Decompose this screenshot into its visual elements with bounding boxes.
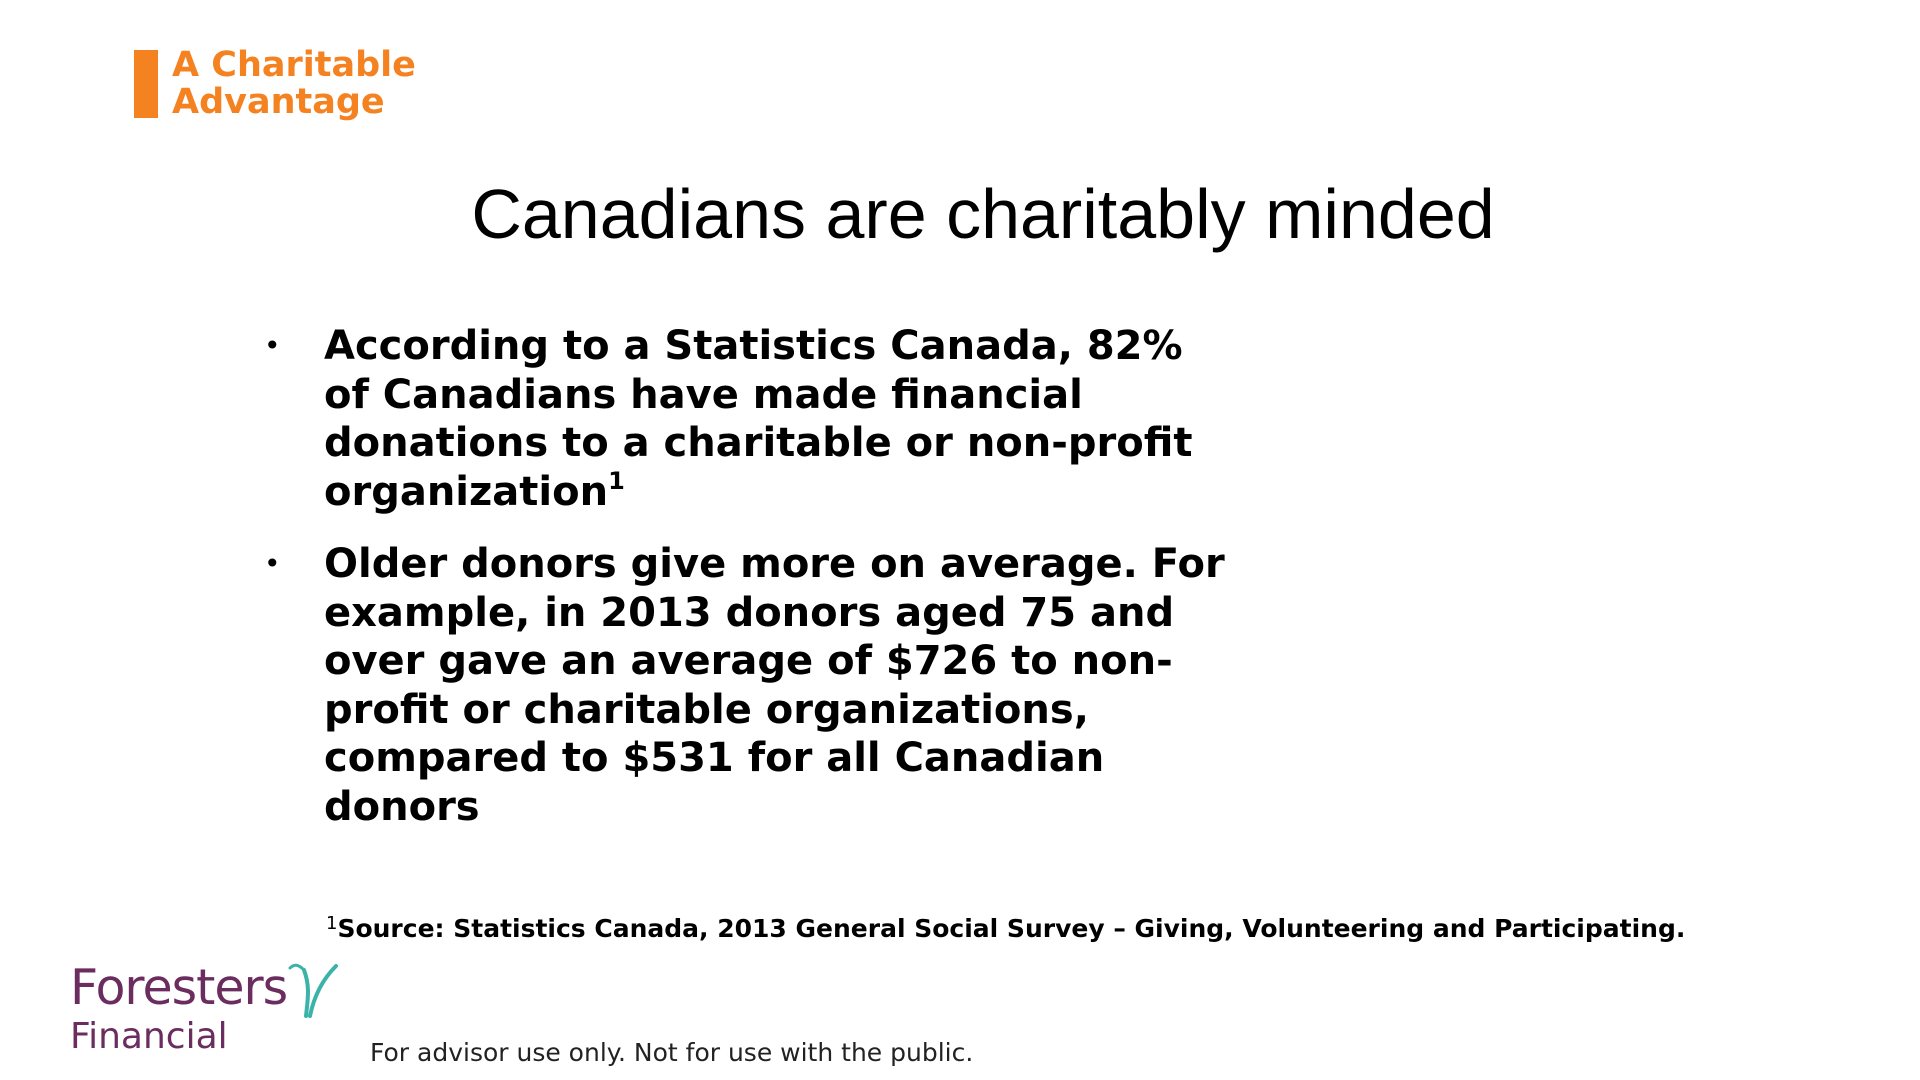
accent-bar [134, 50, 158, 118]
source-footnote: 1Source: Statistics Canada, 2013 General… [326, 914, 1685, 944]
logo-word-foresters: Foresters [70, 959, 288, 1016]
section-label: A Charitable Advantage [172, 47, 416, 121]
slide-title: Canadians are charitably minded [471, 175, 1495, 253]
bullet-marker: • [264, 547, 281, 580]
bullet-list: • According to a Statistics Canada, 82% … [264, 322, 1244, 855]
section-label-line1: A Charitable [172, 45, 416, 85]
sprout-icon [288, 963, 338, 1018]
bullet-text: According to a Statistics Canada, 82% of… [324, 322, 1244, 516]
logo-word-financial: Financial [70, 1016, 228, 1057]
bullet-text: Older donors give more on average. For e… [324, 540, 1244, 831]
bullet-body: According to a Statistics Canada, 82% of… [324, 323, 1193, 515]
bullet-item: • According to a Statistics Canada, 82% … [264, 322, 1244, 516]
section-tag: A Charitable Advantage [134, 47, 416, 121]
bullet-marker: • [264, 329, 281, 362]
advisor-disclaimer: For advisor use only. Not for use with t… [370, 1038, 974, 1067]
bullet-body: Older donors give more on average. For e… [324, 541, 1225, 830]
footnote-ref: 1 [608, 466, 625, 495]
foresters-logo: Foresters Financial [70, 958, 340, 1068]
footnote-text: Source: Statistics Canada, 2013 General … [337, 914, 1686, 943]
footnote-marker: 1 [326, 913, 338, 934]
section-label-line2: Advantage [172, 82, 385, 122]
bullet-item: • Older donors give more on average. For… [264, 540, 1244, 831]
